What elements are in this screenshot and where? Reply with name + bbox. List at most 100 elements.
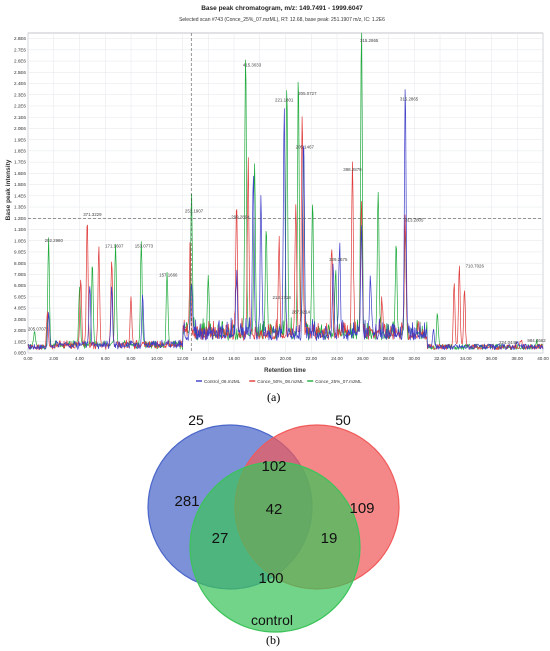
- legend-entry: Conce_25%_07.mzML: [315, 379, 362, 384]
- x-tick-label: 10.00: [151, 356, 163, 361]
- peak-label: 287.3214: [292, 310, 311, 315]
- y-tick-label: 1.7E6: [14, 160, 26, 165]
- peak-label: 313.2805: [405, 218, 424, 223]
- venn-region-value: 102: [261, 458, 286, 475]
- y-tick-label: 8.0E5: [14, 261, 26, 266]
- venn-region-value: 42: [266, 501, 283, 518]
- x-tick-label: 6.00: [101, 356, 110, 361]
- x-tick-label: 30.00: [409, 356, 421, 361]
- x-tick-label: 4.00: [75, 356, 84, 361]
- peak-label: 984.4662: [527, 338, 546, 343]
- y-tick-label: 1.6E6: [14, 171, 26, 176]
- y-tick-label: 2.5E6: [14, 70, 26, 75]
- series-line: [27, 89, 544, 350]
- y-tick-label: 2.7E6: [14, 47, 26, 52]
- venn-diagram: 25 50 control 281 109 100 102 27 19 42: [147, 412, 400, 633]
- y-tick-label: 1.0E6: [14, 238, 26, 243]
- x-tick-label: 14.00: [203, 356, 215, 361]
- grid-lines: [27, 33, 544, 354]
- peak-label: 213.1718: [272, 295, 291, 300]
- y-tick-label: 7.0E5: [14, 272, 26, 277]
- peak-label: 224.0448: [499, 340, 518, 345]
- y-tick-label: 2.0E5: [14, 328, 26, 333]
- peak-label: 153.0773: [135, 243, 154, 248]
- crosshair: [28, 33, 543, 353]
- panel-b-label: (b): [266, 633, 280, 647]
- peak-label: 299.2894: [231, 214, 250, 219]
- y-tick-label: 1.4E6: [14, 193, 26, 198]
- y-tick-label: 9.0E5: [14, 250, 26, 255]
- peak-label: 398.2879: [343, 167, 362, 172]
- peak-label: 371.3229: [83, 212, 102, 217]
- x-tick-label: 28.00: [383, 356, 395, 361]
- peak-label: 205.0707: [28, 327, 47, 332]
- peak-label: 251.1907: [185, 209, 204, 214]
- legend-entry: Control_06.mzML: [204, 379, 241, 384]
- y-tick-label: 4.0E5: [14, 306, 26, 311]
- chromatogram-chart: Base peak chromatogram, m/z: 149.7491 - …: [5, 5, 549, 384]
- peak-label: 157.1666: [159, 273, 178, 278]
- chart-title: Base peak chromatogram, m/z: 149.7491 - …: [201, 5, 363, 12]
- y-tick-label: 2.0E6: [14, 126, 26, 131]
- y-axis: 0.0E0 1.0E5 2.0E5 3.0E5 4.0E5 5.0E5 6.0E5 7.0E5…: [14, 36, 26, 355]
- y-tick-label: 2.1E6: [14, 115, 26, 120]
- peak-label: 205.1467: [296, 145, 315, 150]
- x-tick-label: 16.00: [228, 356, 240, 361]
- y-tick-label: 1.2E6: [14, 216, 26, 221]
- y-tick-label: 1.0E5: [14, 339, 26, 344]
- x-tick-label: 22.00: [306, 356, 318, 361]
- legend: Control_06.mzML Conce_50%_08.mzML Conce_25…: [196, 379, 362, 384]
- venn-set-label: 50: [335, 412, 351, 428]
- y-tick-label: 2.2E6: [14, 104, 26, 109]
- y-tick-label: 2.4E6: [14, 81, 26, 86]
- y-tick-label: 1.1E6: [14, 227, 26, 232]
- y-tick-label: 5.0E5: [14, 294, 26, 299]
- y-tick-label: 2.6E6: [14, 59, 26, 64]
- x-tick-label: 24.00: [331, 356, 343, 361]
- y-tick-label: 1.3E6: [14, 205, 26, 210]
- venn-set-label: control: [251, 612, 293, 628]
- peak-label: 315.2865: [400, 96, 419, 101]
- venn-region-value: 281: [174, 493, 199, 510]
- peak-label: 205.0727: [298, 91, 317, 96]
- venn-circle: [189, 461, 361, 633]
- y-tick-label: 1.8E6: [14, 148, 26, 153]
- x-tick-label: 20.00: [280, 356, 292, 361]
- peak-label: 710.7026: [466, 264, 485, 269]
- chart-subtitle: Selected scan #743 (Conce_25%_07.mzML), …: [179, 17, 385, 23]
- x-axis-label: Retention time: [264, 368, 306, 374]
- y-tick-label: 3.0E5: [14, 317, 26, 322]
- peak-label: 221.1801: [275, 97, 294, 102]
- x-tick-label: 38.00: [512, 356, 524, 361]
- peak-label: 202.2980: [45, 238, 64, 243]
- x-tick-label: 32.00: [434, 356, 446, 361]
- y-tick-label: 6.0E5: [14, 283, 26, 288]
- y-tick-label: 0.0E0: [14, 351, 26, 356]
- panel-a-label: (a): [267, 390, 281, 404]
- venn-region-value: 19: [321, 530, 338, 547]
- venn-region-value: 109: [349, 500, 374, 517]
- y-axis-label: Base peak intensity: [5, 159, 12, 220]
- x-tick-label: 36.00: [486, 356, 498, 361]
- x-tick-label: 18.00: [254, 356, 266, 361]
- legend-entry: Conce_50%_08.mzML: [257, 379, 304, 384]
- y-tick-label: 2.3E6: [14, 92, 26, 97]
- peak-label: 171.1607: [105, 243, 124, 248]
- peak-annotations: 205.0707 202.2980 371.3229 171.1607 153.0773…: [28, 38, 546, 345]
- series-group: [27, 32, 544, 350]
- venn-set-label: 25: [188, 412, 204, 428]
- x-tick-label: 40.00: [537, 356, 549, 361]
- peak-label: 315.2865: [360, 38, 379, 43]
- y-tick-label: 1.9E6: [14, 137, 26, 142]
- x-tick-label: 8.00: [127, 356, 136, 361]
- x-tick-label: 12.00: [177, 356, 189, 361]
- x-tick-label: 0.00: [24, 356, 33, 361]
- x-tick-label: 2.00: [49, 356, 58, 361]
- x-axis: 0.00 2.00 4.00 6.00 8.00 10.00 12.00 14.00 16.00…: [24, 356, 550, 361]
- y-tick-label: 2.8E6: [14, 36, 26, 41]
- y-tick-label: 1.5E6: [14, 182, 26, 187]
- peak-label: 329.2675: [329, 257, 348, 262]
- venn-region-value: 27: [212, 530, 229, 547]
- x-tick-label: 26.00: [357, 356, 369, 361]
